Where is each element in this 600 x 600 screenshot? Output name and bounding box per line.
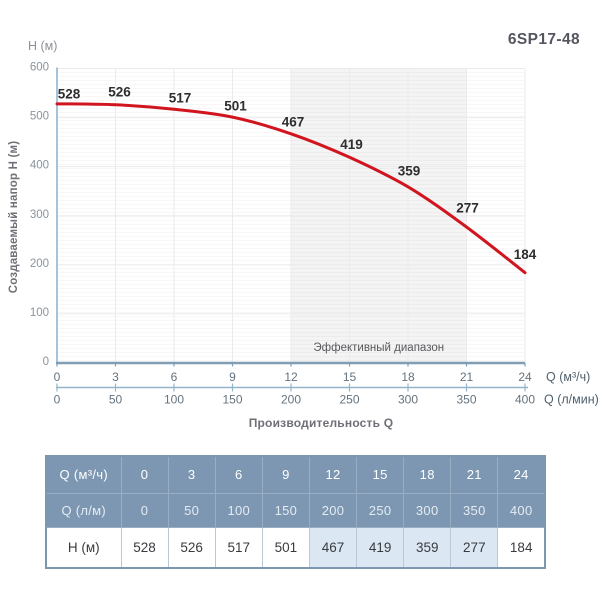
table-cell: 528 [120,526,169,569]
y-tick-label: 600 [30,62,49,74]
table-row: Q (м³/ч) 0 3 6 9 12 15 18 21 24 [45,455,546,494]
curve-point-label: 517 [169,91,192,106]
curve-point-label: 359 [398,163,421,178]
x2-tick-label: 50 [109,393,123,407]
x-tick-label: 21 [460,370,474,384]
table-cell: 24 [497,455,546,494]
hq-curve [55,102,527,275]
table-cell: 50 [167,492,216,528]
pump-model-title: 6SP17-48 [507,31,580,48]
x2-tick-label: 100 [164,393,184,407]
table-row: Q (л/м) 0 50 100 150 200 250 300 350 400 [45,492,546,528]
table-cell: 100 [214,492,263,528]
table-cell: 6 [214,455,263,494]
table-cell: 150 [261,492,310,528]
table-cell: 467 [308,526,358,569]
curve-point-label: 184 [514,247,537,262]
y-tick-label: 0 [43,356,49,368]
table-cell: 526 [167,526,216,569]
table-cell: 0 [120,455,169,494]
curve-point-label: 277 [456,201,479,216]
table-cell: 350 [450,492,499,528]
table-cell: 18 [403,455,452,494]
table-cell: 12 [308,455,358,494]
table-cell: 419 [356,526,405,569]
table-row-label: Q (м³/ч) [45,455,122,494]
pump-data-table: Q (м³/ч) 0 3 6 9 12 15 18 21 24 Q (л/м) 0 50 100 150 20… [45,455,546,569]
table-cell: 3 [167,455,216,494]
x2-axis-unit-label: Q (л/мин) [544,393,599,407]
table-row: H (м) 528 526 517 501 467 419 359 277 184 [45,526,546,569]
x2-tick-label: 150 [222,393,242,407]
curve-point-label: 419 [340,137,363,152]
x2-tick-label: 400 [515,393,535,407]
y-tick-label: 500 [30,111,49,123]
curve-point-label: 467 [282,114,305,129]
y-tick-label: 400 [30,160,49,172]
curve-point-label: 528 [58,86,81,101]
x-tick-label: 9 [229,370,236,384]
table-cell: 359 [403,526,452,569]
y-tick-label: 300 [30,209,49,221]
table-cell: 21 [450,455,499,494]
pump-curve-chart: 0 3 6 9 12 15 18 21 24 0 50 100 150 200 250 300 350 400 0 1… [30,62,599,407]
x2-tick-label: 350 [456,393,476,407]
table-row-label: Q (л/м) [45,492,122,528]
x-tick-label: 12 [284,370,298,384]
x-axis-unit-label: Q (м³/ч) [546,370,590,384]
x2-tick-label: 200 [281,393,301,407]
table-cell: 15 [356,455,405,494]
table-cell: 0 [120,492,169,528]
table-cell: 277 [450,526,499,569]
table-row-label: H (м) [45,526,122,569]
effective-range-label: Эффективный диапазон [313,342,444,354]
x2-tick-label: 0 [54,393,61,407]
table-cell: 501 [261,526,310,569]
y-axis-title: Создаваемый напор H (м) [8,140,20,294]
table-cell: 9 [261,455,310,494]
table-cell: 300 [403,492,452,528]
x-tick-label: 0 [54,370,61,384]
pump-data-table-wrap: Q (м³/ч) 0 3 6 9 12 15 18 21 24 Q (л/м) 0 50 100 150 20… [45,455,546,569]
x-tick-label: 18 [401,370,415,384]
h-axis-unit-label: H (м) [28,39,58,53]
table-cell: 517 [214,526,263,569]
y-tick-label: 200 [30,258,49,270]
table-cell: 250 [356,492,405,528]
x-tick-label: 3 [112,370,119,384]
x-axis-title: Производительность Q [248,416,394,430]
curve-point-label: 501 [224,99,247,114]
x-tick-label: 15 [343,370,357,384]
x2-tick-label: 250 [339,393,359,407]
y-tick-label: 100 [30,307,49,319]
table-cell: 400 [497,492,546,528]
curve-point-label: 526 [108,84,131,99]
x-tick-label: 24 [518,370,532,384]
table-cell: 184 [497,526,546,569]
x2-tick-label: 300 [398,393,418,407]
table-cell: 200 [308,492,358,528]
x-tick-label: 6 [171,370,178,384]
